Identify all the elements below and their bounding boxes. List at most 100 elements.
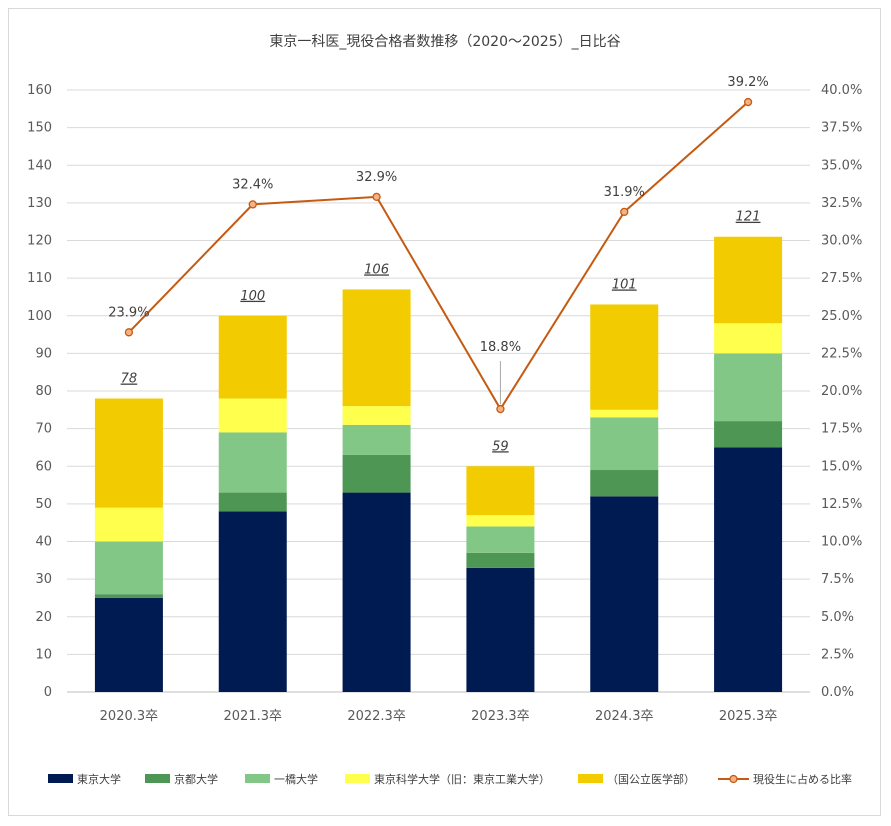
legend-label: （国公立医学部） (607, 772, 695, 786)
right-tick-label: 40.0% (821, 83, 862, 98)
bar-segment (590, 470, 659, 497)
right-tick-label: 2.5% (821, 647, 854, 662)
ratio-line-path (128, 101, 749, 411)
total-label: 100 (240, 289, 265, 304)
right-tick-label: 12.5% (821, 497, 862, 512)
right-tick-label: 17.5% (821, 422, 862, 437)
bar-segment (714, 421, 783, 448)
ratio-label: 39.2% (727, 75, 768, 90)
left-tick-label: 50 (35, 497, 52, 512)
legend-swatch (345, 774, 370, 783)
left-tick-label: 10 (35, 647, 52, 662)
bar-segment (714, 236, 783, 324)
ratio-label: 18.8% (480, 340, 521, 355)
x-axis: 2020.3卒 2021.3卒 2022.3卒 2023.3卒 2024.3卒 2025.… (100, 709, 778, 724)
right-tick-label: 20.0% (821, 384, 862, 399)
legend-line-marker (729, 774, 738, 784)
bar-segment (342, 492, 411, 692)
bar-segment (218, 511, 287, 692)
right-tick-label: 22.5% (821, 346, 862, 361)
legend-label: 現役生に占める比率 (753, 772, 852, 786)
bar-segment (342, 424, 411, 455)
legend-swatch (145, 774, 170, 783)
bar-segment (218, 315, 287, 399)
x-tick-label: 2023.3卒 (471, 709, 530, 724)
legend-swatch (578, 774, 603, 783)
legend: 東京大学 京都大学 一橋大学 東京科学大学（旧：東京工業大学） （国公立医学部） 現役生に… (48, 772, 852, 786)
ratio-point (743, 97, 753, 107)
legend-swatch (245, 774, 270, 783)
bar-segment (466, 567, 535, 692)
right-tick-label: 32.5% (821, 196, 862, 211)
bar-segment (466, 526, 535, 553)
left-tick-label: 80 (35, 384, 52, 399)
ratio-label: 23.9% (108, 305, 149, 320)
legend-swatch (48, 774, 73, 783)
ratio-point (620, 207, 629, 217)
bar-segment (590, 409, 659, 418)
left-tick-label: 160 (27, 83, 52, 98)
ratio-label: 32.4% (232, 177, 273, 192)
bar-segment (94, 398, 163, 508)
x-tick-label: 2021.3卒 (224, 709, 283, 724)
ratio-label: 32.9% (356, 170, 397, 185)
bar-segment (590, 304, 659, 410)
ratio-label: 31.9% (604, 185, 645, 200)
right-tick-label: 15.0% (821, 459, 862, 474)
left-tick-label: 100 (27, 309, 52, 324)
left-tick-label: 140 (27, 158, 52, 173)
left-tick-label: 60 (35, 459, 52, 474)
left-tick-label: 70 (35, 422, 52, 437)
left-tick-label: 130 (27, 196, 52, 211)
left-tick-label: 0 (44, 685, 52, 700)
ratio-point (496, 404, 505, 414)
legend-label: 一橋大学 (274, 772, 318, 786)
left-tick-label: 30 (35, 572, 52, 587)
bar-segment (466, 515, 535, 527)
ratio-point (124, 328, 134, 337)
bar-segment (714, 323, 783, 354)
total-label: 101 (612, 277, 637, 292)
left-tick-label: 90 (35, 346, 52, 361)
bar-segment (714, 447, 783, 692)
ratio-point (248, 200, 257, 209)
total-label: 121 (736, 210, 761, 225)
bar-segment (342, 289, 411, 407)
total-label: 59 (492, 439, 509, 454)
right-tick-label: 35.0% (821, 158, 862, 173)
right-tick-label: 25.0% (821, 309, 862, 324)
right-tick-label: 7.5% (821, 572, 854, 587)
right-tick-label: 37.5% (821, 121, 862, 136)
bar-segment (94, 507, 163, 542)
x-tick-label: 2020.3卒 (100, 709, 159, 724)
bar-segment (590, 417, 659, 471)
ratio-line: 23.9% 32.4% 32.9% 18.8% 31.9% 39.2% (108, 75, 769, 414)
chart-frame (8, 8, 881, 816)
x-tick-label: 2024.3卒 (595, 709, 654, 724)
bar-segment (218, 492, 287, 512)
legend-label: 京都大学 (174, 772, 218, 786)
left-tick-label: 110 (27, 271, 52, 286)
bar-segment (218, 398, 287, 433)
legend-label: 東京科学大学（旧：東京工業大学） (374, 772, 550, 786)
left-tick-label: 150 (27, 121, 52, 136)
right-tick-label: 0.0% (821, 685, 854, 700)
bar-segment (94, 594, 163, 598)
x-tick-label: 2025.3卒 (719, 709, 778, 724)
right-tick-label: 27.5% (821, 271, 862, 286)
chart-title: 東京一科医_現役合格者数推移（2020～2025）_日比谷 (269, 34, 620, 50)
right-tick-label: 30.0% (821, 234, 862, 249)
x-tick-label: 2022.3卒 (347, 709, 406, 724)
bar-segment (94, 541, 163, 595)
right-axis: 0.0% 2.5% 5.0% 7.5% 10.0% 12.5% 15.0% 17.5% 20.0… (821, 83, 862, 700)
ratio-point (372, 192, 381, 202)
left-axis: 0 10 20 30 40 50 60 70 80 90 100 110 120 130 140 150 160 (27, 83, 52, 700)
bar-segment (590, 496, 659, 692)
legend-label: 東京大学 (77, 772, 121, 786)
right-tick-label: 10.0% (821, 535, 862, 550)
bar-segment (342, 406, 411, 425)
bar-segment (218, 432, 287, 493)
gridlines (67, 89, 810, 693)
bar-segment (466, 466, 535, 516)
